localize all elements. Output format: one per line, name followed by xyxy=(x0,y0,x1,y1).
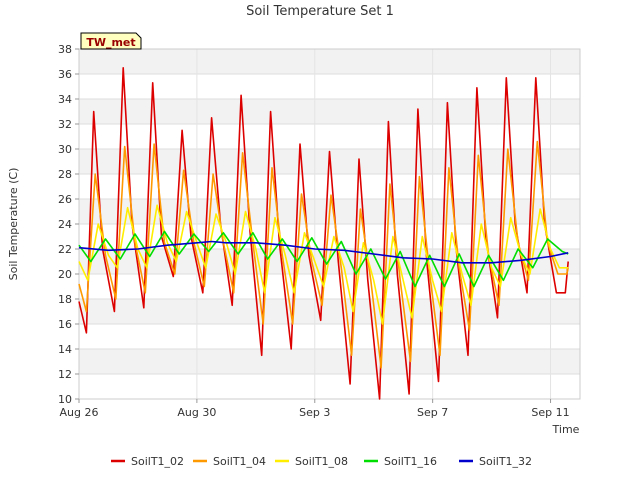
y-tick-label: 34 xyxy=(58,93,72,106)
y-tick-label: 28 xyxy=(58,168,72,181)
plot-band xyxy=(79,349,580,374)
x-tick-label: Sep 7 xyxy=(417,406,448,419)
legend-label: SoilT1_32 xyxy=(479,455,532,468)
x-tick-label: Sep 11 xyxy=(531,406,569,419)
badge-label: TW_met xyxy=(86,36,135,49)
legend-item-SoilT1_32: SoilT1_32 xyxy=(459,455,532,468)
legend-item-SoilT1_16: SoilT1_16 xyxy=(364,455,437,468)
series-lines xyxy=(78,67,569,400)
x-tick-label: Sep 3 xyxy=(299,406,330,419)
y-tick-label: 14 xyxy=(58,343,72,356)
y-tick-label: 24 xyxy=(58,218,72,231)
plot-band xyxy=(79,299,580,324)
y-tick-label: 26 xyxy=(58,193,72,206)
y-tick-label: 16 xyxy=(58,318,72,331)
x-axis: Aug 26 Aug 30 Sep 3 Sep 7 Sep 11 xyxy=(60,399,570,419)
y-tick-label: 38 xyxy=(58,43,72,56)
series-line-SoilT1_16 xyxy=(78,230,569,288)
legend-label: SoilT1_02 xyxy=(131,455,184,468)
station-badge: TW_met xyxy=(80,32,142,50)
y-tick-label: 22 xyxy=(58,243,72,256)
series-line-SoilT1_32 xyxy=(78,240,569,264)
y-tick-label: 30 xyxy=(58,143,72,156)
y-tick-label: 20 xyxy=(58,268,72,281)
x-tick-label: Aug 26 xyxy=(60,406,99,419)
plot-band xyxy=(79,49,580,74)
legend: SoilT1_02 SoilT1_04 SoilT1_08 SoilT1_16 Soil… xyxy=(111,455,532,468)
y-tick-label: 32 xyxy=(58,118,72,131)
legend-item-SoilT1_02: SoilT1_02 xyxy=(111,455,184,468)
legend-label: SoilT1_16 xyxy=(384,455,437,468)
plot-band xyxy=(79,99,580,124)
legend-item-SoilT1_08: SoilT1_08 xyxy=(275,455,348,468)
chart-title: Soil Temperature Set 1 xyxy=(246,4,394,19)
x-axis-label: Time xyxy=(552,423,580,436)
y-axis-label: Soil Temperature (C) xyxy=(7,168,20,281)
legend-label: SoilT1_04 xyxy=(213,455,266,468)
series-line-SoilT1_02 xyxy=(78,67,569,400)
x-tick-label: Aug 30 xyxy=(177,406,216,419)
y-tick-label: 12 xyxy=(58,368,72,381)
badge-shape xyxy=(80,32,142,50)
legend-label: SoilT1_08 xyxy=(295,455,348,468)
y-tick-label: 36 xyxy=(58,68,72,81)
y-axis: 10 12 14 16 18 20 22 24 26 28 30 32 34 36 38 xyxy=(58,43,79,406)
legend-item-SoilT1_04: SoilT1_04 xyxy=(193,455,266,468)
y-tick-label: 18 xyxy=(58,293,72,306)
y-tick-label: 10 xyxy=(58,393,72,406)
series-line-SoilT1_08 xyxy=(78,204,569,325)
